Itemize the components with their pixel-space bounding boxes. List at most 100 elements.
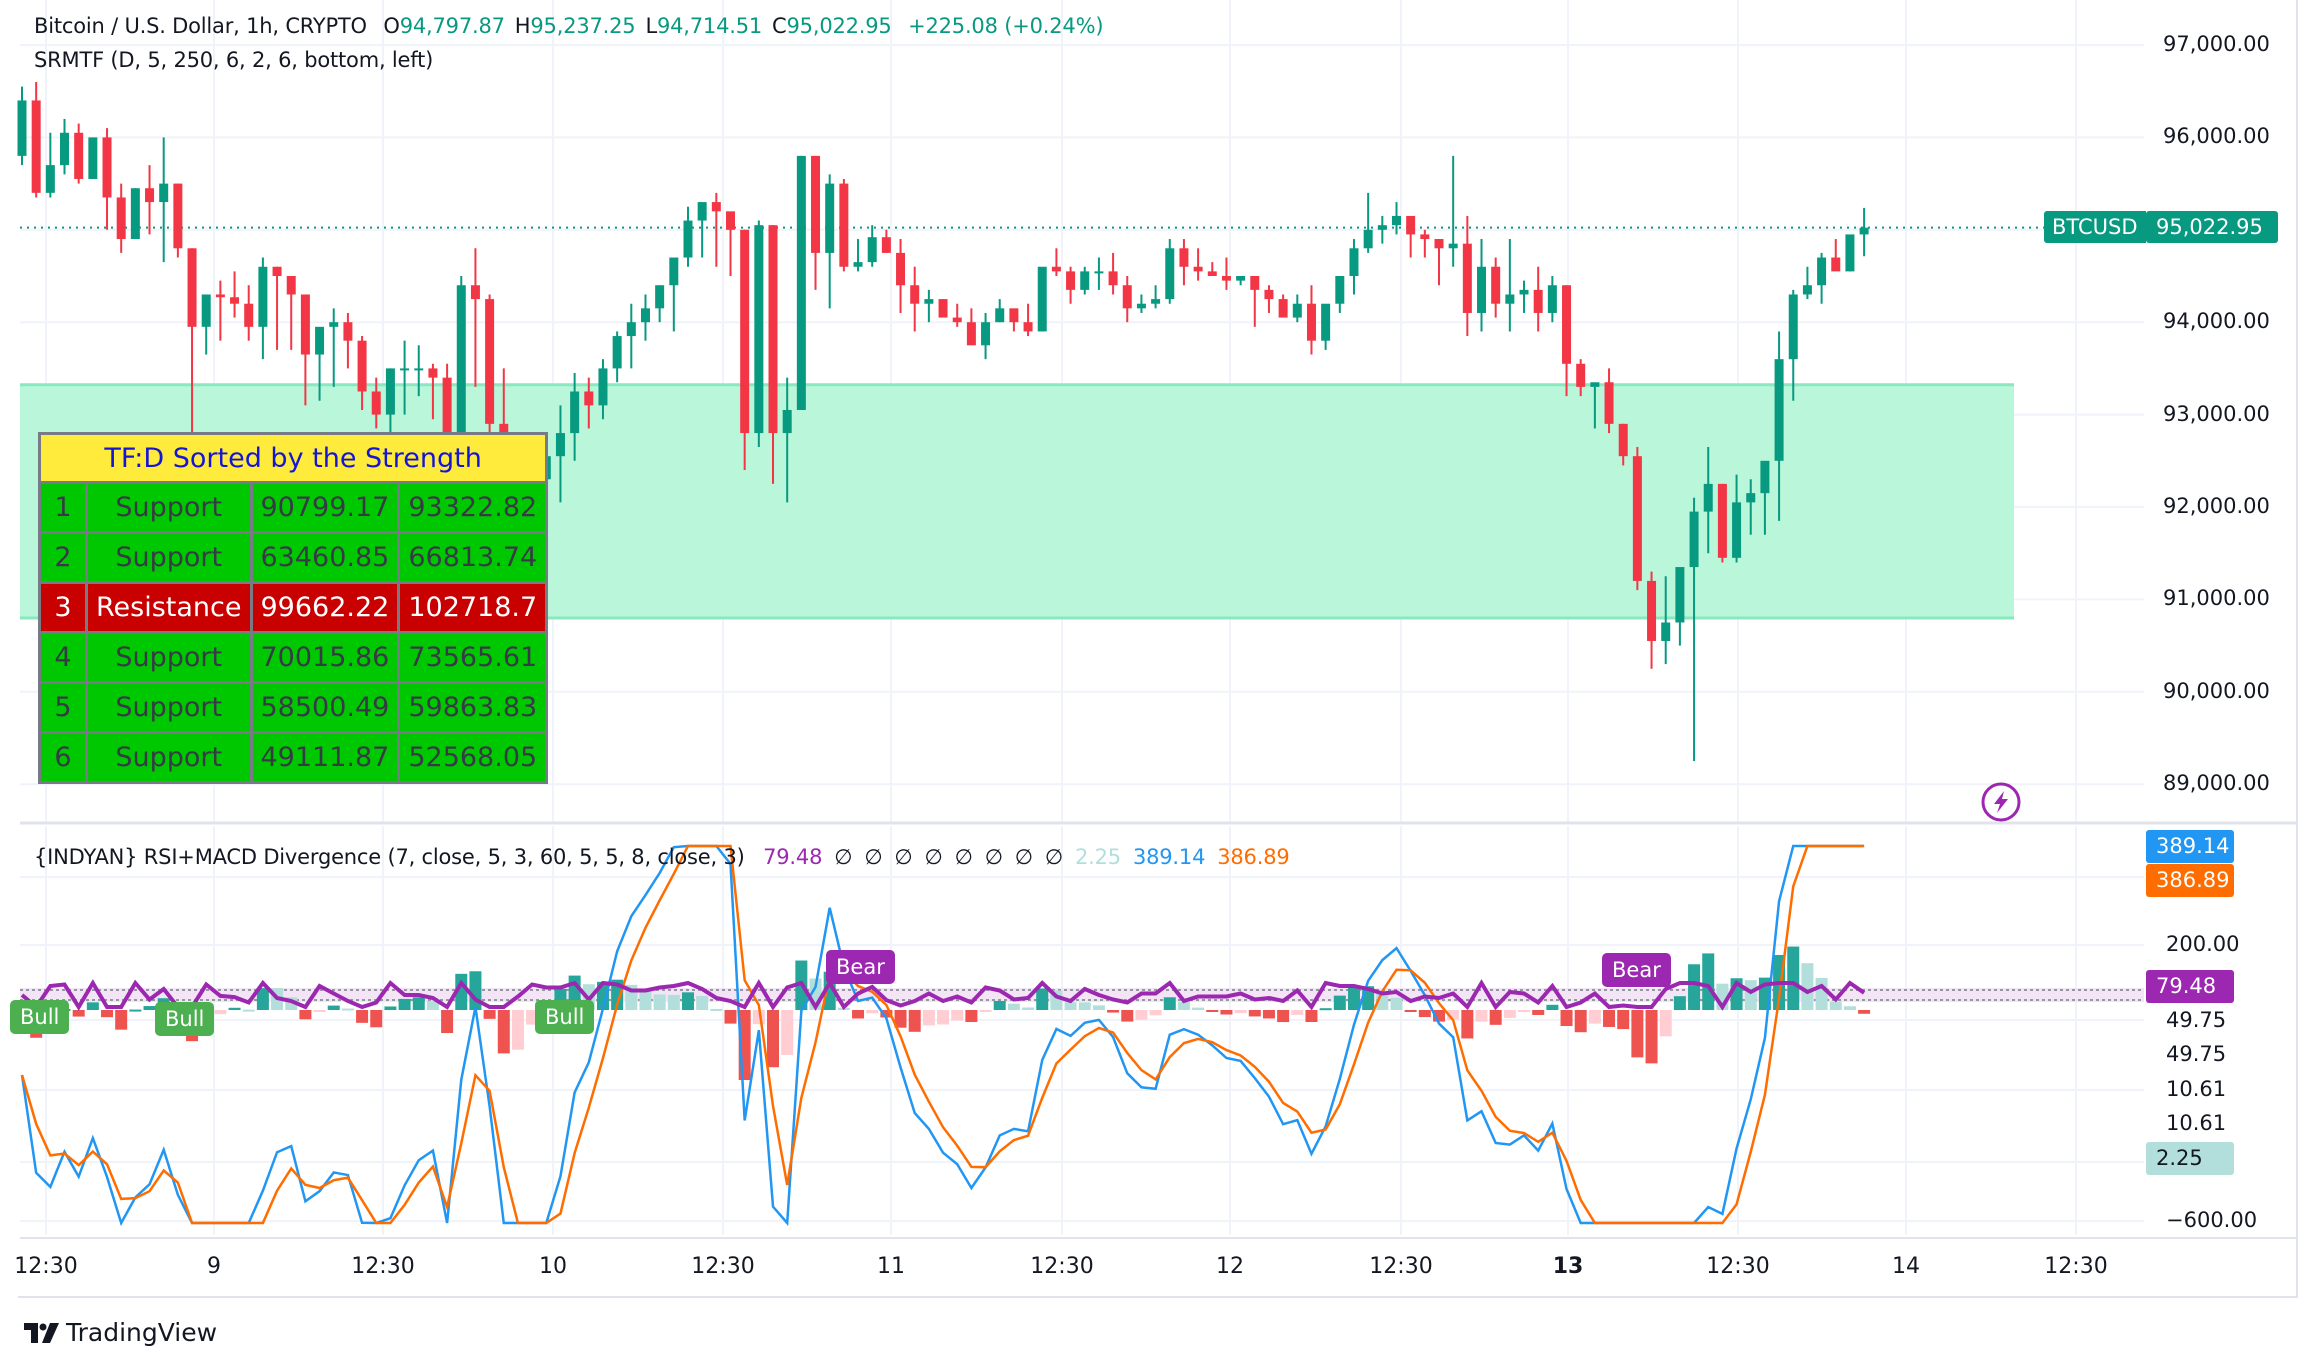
time-label: 13: [1552, 1254, 1584, 1279]
histogram-bar: [1787, 946, 1800, 1010]
candle: [187, 248, 197, 434]
time-label: 12: [1216, 1254, 1244, 1279]
histogram-bar: [667, 994, 680, 1010]
sr-table: TF:D Sorted by the Strength 1 Support 90799…: [37, 432, 549, 784]
histogram-bar: [370, 1010, 383, 1028]
histogram-bar: [781, 1010, 794, 1055]
candle: [230, 271, 240, 318]
histogram-bar: [1418, 1010, 1431, 1018]
price-label: 94,000.00: [2163, 309, 2270, 334]
histogram-bar: [1801, 963, 1814, 1010]
candle: [1732, 474, 1742, 563]
low-cell: 70015.86: [249, 631, 401, 684]
histogram-bar: [256, 988, 269, 1010]
histogram-bar: [866, 1010, 879, 1014]
candle: [1221, 257, 1231, 290]
candle: [1108, 252, 1118, 295]
histogram-bar: [1673, 996, 1686, 1010]
indicator-chart[interactable]: [0, 0, 2308, 1300]
candle: [640, 294, 650, 341]
candle: [1363, 192, 1373, 253]
histogram-bar: [313, 1010, 326, 1012]
candle: [1661, 576, 1671, 665]
histogram-bar: [979, 1010, 992, 1012]
histogram-bar: [1234, 1010, 1247, 1014]
low-cell: 99662.22: [249, 581, 401, 634]
indicator-value-tag: 386.89: [2146, 864, 2234, 897]
time-label: 12:30: [1030, 1254, 1094, 1279]
rank-cell: 4: [38, 631, 88, 684]
candle: [371, 377, 381, 429]
candle: [428, 363, 438, 420]
candle: [272, 266, 282, 350]
candle: [1774, 331, 1784, 521]
histogram-bar: [1588, 1010, 1601, 1024]
histogram-bar: [341, 1008, 354, 1011]
sr-table-row: 5 Support 58500.49 59863.83: [38, 681, 549, 734]
indicator-values: 79.48 ∅ ∅ ∅ ∅ ∅ ∅ ∅ ∅ 2.25 389.14 386.89: [751, 845, 1290, 869]
candle: [1406, 215, 1416, 258]
price-label: 92,000.00: [2163, 494, 2270, 518]
tradingview-logo[interactable]: TradingView: [24, 1318, 217, 1347]
histogram-bar: [1305, 1010, 1318, 1023]
histogram-bar: [1546, 1004, 1559, 1010]
sr-table-row: 1 Support 90799.17 93322.82: [38, 481, 549, 534]
type-cell: Support: [85, 631, 253, 684]
indicator-value: ∅: [1044, 845, 1063, 869]
bear-signal-label: Bear: [1602, 953, 1671, 987]
price-label: 96,000.00: [2163, 124, 2270, 149]
candle: [485, 294, 495, 443]
histogram-bar: [299, 1010, 312, 1020]
histogram-bar: [710, 1008, 723, 1011]
histogram-bar: [115, 1010, 128, 1030]
candle: [1037, 266, 1047, 332]
histogram-bar: [1603, 1010, 1616, 1027]
time-label: 12:30: [14, 1254, 78, 1279]
histogram-bar: [1843, 1006, 1856, 1010]
histogram-bar: [356, 1010, 369, 1023]
low-cell: 58500.49: [249, 681, 401, 734]
ohlc-l: L94,714.51: [645, 14, 763, 38]
symbol-legend[interactable]: Bitcoin / U.S. Dollar, 1h, CRYPTO O94,79…: [34, 14, 1104, 38]
histogram-bar: [1064, 1002, 1077, 1010]
histogram-bar: [1390, 997, 1403, 1010]
candle: [867, 225, 877, 267]
candle: [1533, 266, 1543, 332]
histogram-bar: [1574, 1010, 1587, 1033]
candle: [1576, 359, 1586, 397]
candle: [811, 155, 821, 290]
low-cell: 49111.87: [249, 731, 401, 784]
indicator-value: ∅: [1014, 845, 1033, 869]
srmtf-legend[interactable]: SRMTF (D, 5, 250, 6, 2, 6, bottom, left): [34, 48, 433, 72]
histogram-bar: [228, 1007, 241, 1010]
price-label: 90,000.00: [2163, 678, 2270, 703]
low-cell: 90799.17: [249, 481, 401, 534]
histogram-bar: [1404, 1010, 1417, 1012]
candle: [1717, 483, 1727, 563]
candle: [1590, 382, 1600, 429]
candle: [1604, 368, 1614, 434]
candle: [1306, 285, 1316, 355]
candle: [1236, 276, 1246, 286]
candle: [570, 373, 580, 461]
high-cell: 66813.74: [397, 531, 549, 584]
candle: [853, 239, 863, 272]
candle: [1051, 248, 1061, 276]
lightning-icon[interactable]: [1980, 781, 2022, 823]
indicator-axis-label: −600.00: [2166, 1208, 2258, 1232]
ohlc-values: O94,797.87 H95,237.25 L94,714.51 C95,022.95: [373, 14, 891, 38]
candle: [669, 257, 679, 332]
current-price-tag: 95,022.95: [2146, 211, 2278, 243]
sr-table-row: 6 Support 49111.87 52568.05: [38, 731, 549, 784]
symbol-tag: BTCUSD: [2044, 211, 2146, 243]
candle: [1802, 266, 1812, 300]
indicator-legend[interactable]: {INDYAN} RSI+MACD Divergence (7, close, …: [34, 845, 1290, 869]
histogram-bar: [72, 1010, 85, 1017]
histogram-bar: [1149, 1010, 1162, 1016]
histogram-bar: [1135, 1010, 1148, 1020]
candle: [414, 345, 424, 397]
candle: [145, 165, 155, 235]
histogram-bar: [1475, 1010, 1488, 1022]
candle: [711, 192, 721, 267]
histogram-bar: [129, 1009, 142, 1012]
